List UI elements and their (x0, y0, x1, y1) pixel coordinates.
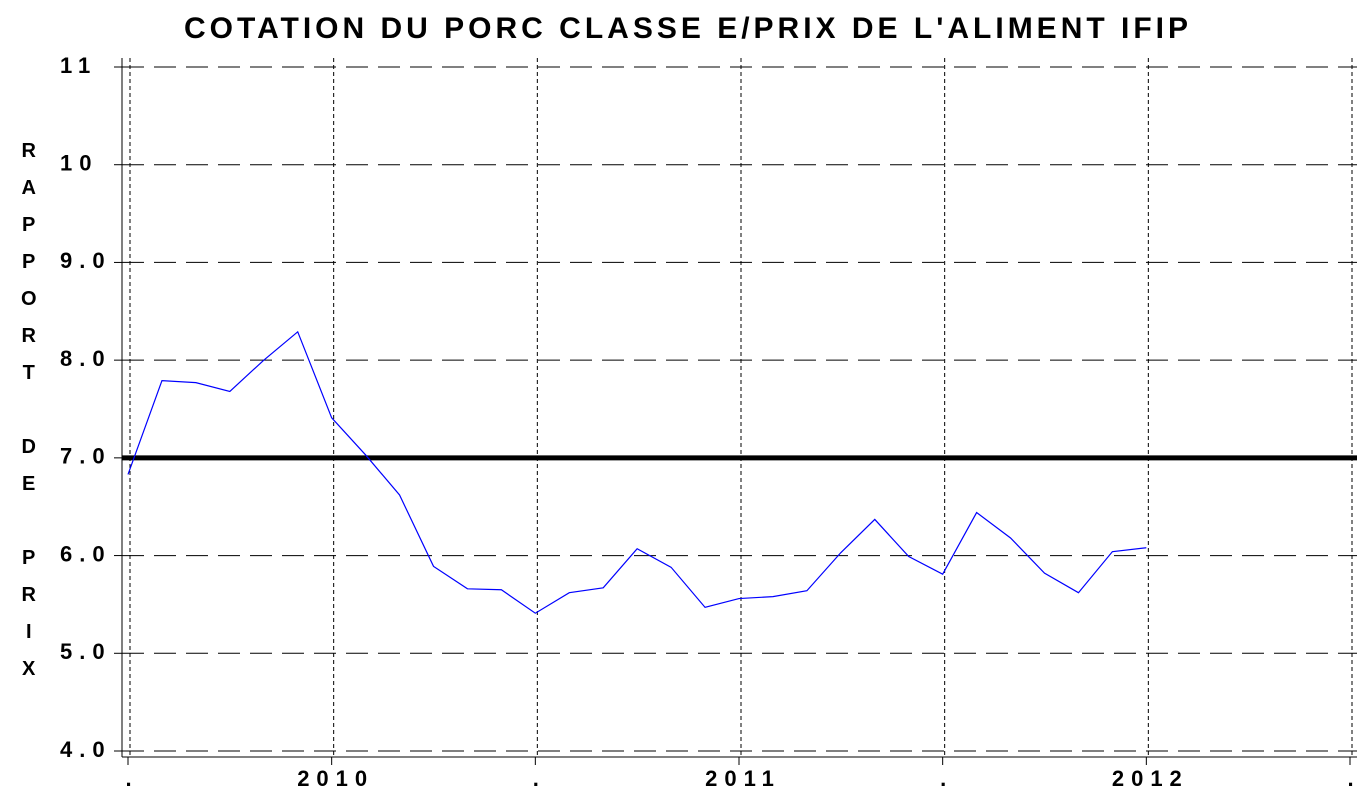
x-tick-label: . (940, 766, 953, 791)
y-tick-label: 9.0 (60, 248, 112, 273)
y-tick-label: 11 (60, 53, 97, 78)
x-tick-label: 2010 (297, 766, 374, 791)
x-tick-label: 2012 (1112, 766, 1189, 791)
x-tick-label: . (125, 766, 138, 791)
chart-title: COTATION DU PORC CLASSE E/PRIX DE L'ALIM… (184, 12, 1192, 45)
x-tick-label: 2011 (705, 766, 781, 791)
y-tick-label: 7.0 (60, 444, 112, 469)
x-tick-label: . (1347, 766, 1357, 791)
y-tick-label: 10 (60, 151, 98, 176)
y-tick-label: 8.0 (60, 346, 112, 371)
y-tick-label: 5.0 (60, 639, 112, 664)
y-axis-label: RAPPORT DE PRIX (18, 140, 40, 695)
y-tick-label: 6.0 (60, 541, 112, 566)
data-line (127, 330, 1147, 614)
x-tick-label: . (533, 766, 546, 791)
y-tick-label: 4.0 (60, 737, 112, 762)
